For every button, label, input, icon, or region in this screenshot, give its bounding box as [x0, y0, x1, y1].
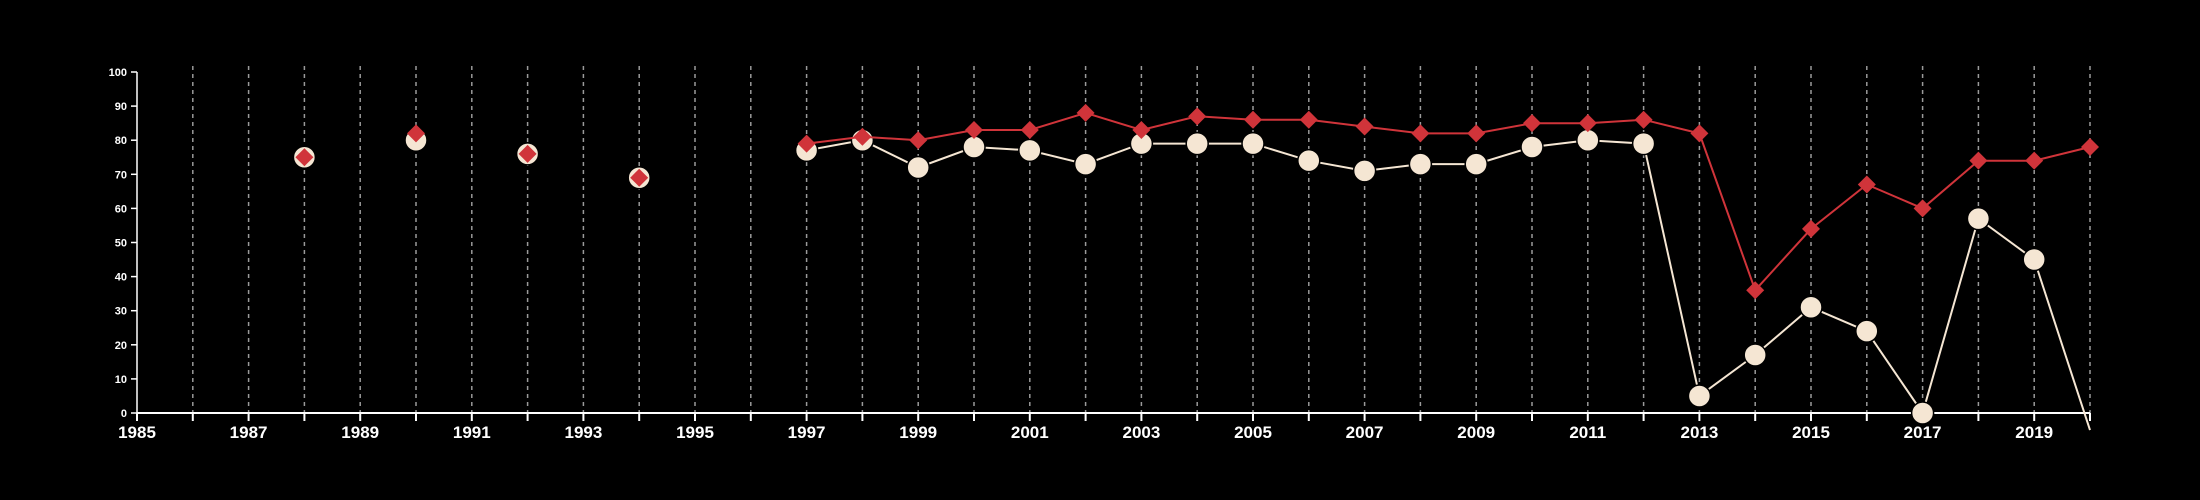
series-line: [806, 111, 2091, 293]
y-tick-label: 0: [121, 408, 127, 420]
data-point-circle: [1520, 135, 1544, 159]
data-point-circle: [1687, 384, 1712, 408]
x-axis: 1985 1987 1989 1991 1993 1995 1997 1999 2001 2003…: [118, 412, 2091, 442]
x-tick-label: 2001: [1011, 423, 1049, 442]
data-point-diamond: [1299, 110, 1318, 129]
y-tick-label: 60: [115, 203, 127, 215]
data-point-circle: [1408, 152, 1433, 176]
x-tick-label: 1999: [899, 423, 937, 442]
data-point-circle: [1018, 138, 1042, 163]
series-2: [295, 103, 2099, 300]
data-point-diamond: [407, 124, 425, 143]
data-point-diamond: [1969, 151, 1988, 170]
data-point-circle: [906, 155, 930, 180]
y-tick-label: 20: [115, 340, 127, 352]
data-point-diamond: [1802, 219, 1820, 238]
data-point-circle: [1464, 152, 1488, 176]
data-point-diamond: [965, 120, 983, 139]
x-tick-label: 1995: [676, 423, 714, 442]
data-point-diamond: [1355, 117, 1374, 136]
data-point-circle: [1631, 131, 1656, 156]
y-tick-label: 40: [115, 272, 127, 284]
x-tick-label: 2005: [1234, 423, 1272, 442]
x-tick-label: 1985: [118, 423, 156, 442]
x-tick-label: 1989: [341, 423, 379, 442]
x-tick-label: 2003: [1122, 423, 1160, 442]
data-point-diamond: [909, 131, 928, 150]
data-point-circle: [1576, 128, 1600, 152]
data-point-circle: [1855, 319, 1879, 343]
data-point-diamond: [1913, 199, 1932, 218]
data-point-diamond: [295, 148, 314, 167]
y-tick-label: 80: [115, 135, 127, 147]
data-point-circle: [1241, 131, 1265, 156]
data-point-circle: [1073, 152, 1098, 176]
x-tick-label: 1993: [564, 423, 602, 442]
data-point-circle: [962, 135, 986, 159]
data-point-diamond: [797, 134, 816, 153]
data-point-circle: [1297, 148, 1321, 173]
data-point-diamond: [1578, 114, 1597, 133]
x-tick-label: 1991: [453, 423, 491, 442]
y-tick-label: 100: [109, 67, 127, 79]
data-point-circle: [2022, 247, 2046, 272]
x-tick-label: 1987: [230, 423, 268, 442]
data-point-circle: [1185, 131, 1209, 156]
data-point-diamond: [1467, 124, 1486, 143]
x-tick-label: 2009: [1457, 423, 1495, 442]
data-point-diamond: [853, 127, 872, 146]
y-tick-label: 50: [115, 238, 127, 250]
x-tick-label: 2011: [1569, 423, 1606, 442]
data-point-diamond: [1132, 120, 1151, 139]
data-point-diamond: [1857, 175, 1876, 194]
data-point-circle: [1352, 159, 1377, 183]
data-point-circle: [1743, 343, 1767, 367]
series-group: [292, 103, 2099, 431]
data-point-diamond: [1690, 124, 1709, 143]
data-point-diamond: [2025, 151, 2044, 170]
x-tick-label: 2019: [2015, 423, 2053, 442]
data-point-diamond: [1188, 107, 1207, 126]
data-point-diamond: [1411, 124, 1430, 143]
data-point-diamond: [1634, 110, 1653, 129]
data-point-diamond: [1020, 120, 1039, 139]
y-tick-label: 30: [115, 306, 127, 318]
y-tick-label: 10: [115, 374, 127, 386]
data-point-diamond: [518, 144, 537, 163]
data-point-diamond: [1076, 103, 1095, 122]
x-tick-label: 1997: [788, 423, 826, 442]
y-tick-label: 70: [115, 169, 127, 181]
data-point-diamond: [2081, 138, 2099, 157]
data-point-circle: [1966, 206, 1991, 231]
data-point-circle: [1910, 401, 1935, 425]
y-axis: 0 10 20 30 40 50 60 70 80 90 100: [109, 67, 138, 420]
x-tick-label: 2017: [1904, 423, 1942, 442]
data-point-diamond: [630, 168, 649, 187]
data-point-circle: [1799, 295, 1823, 320]
data-point-diamond: [1523, 114, 1541, 133]
x-tick-label: 2013: [1680, 423, 1718, 442]
y-tick-label: 90: [115, 101, 127, 113]
x-tick-label: 2007: [1346, 423, 1384, 442]
x-tick-label: 2015: [1792, 423, 1830, 442]
data-point-diamond: [1244, 110, 1262, 129]
data-point-diamond: [1746, 281, 1765, 300]
